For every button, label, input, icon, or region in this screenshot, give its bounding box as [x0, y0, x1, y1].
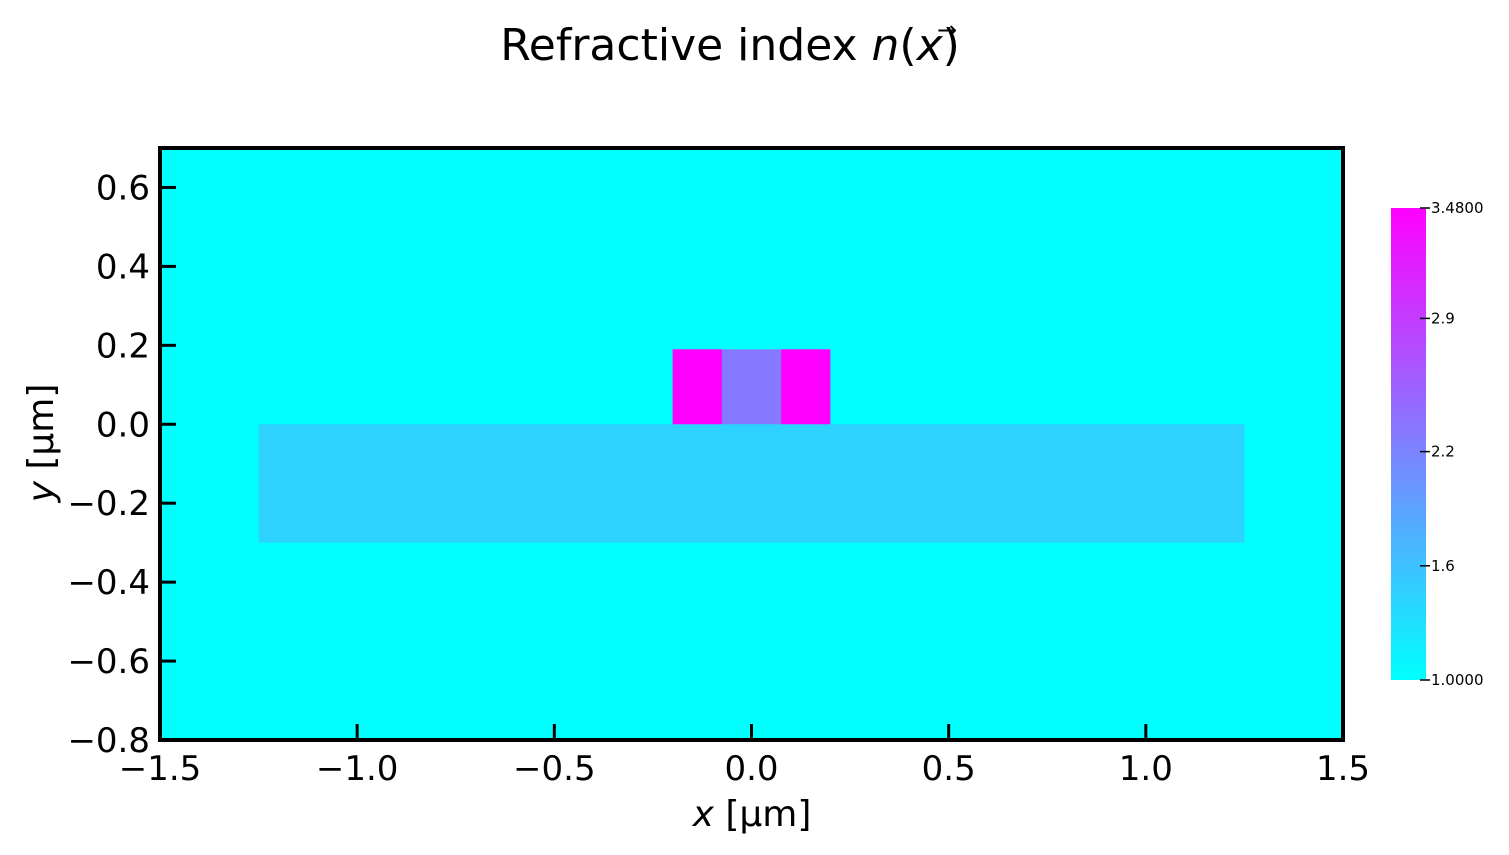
x-axis-label: x [μm]	[692, 794, 812, 835]
colorbar-ticks: 3.4800 2.9 2.2 1.6 1.0000	[1420, 199, 1484, 689]
y-tick-label: 0.4	[96, 247, 150, 287]
plot-frame	[158, 146, 1345, 742]
title-vector-arrow: →	[937, 16, 957, 44]
y-tick-label: −0.6	[67, 642, 150, 682]
material-regions	[258, 349, 1245, 543]
colorbar-gradient	[1391, 208, 1426, 680]
y-tick-label: 0.2	[96, 326, 150, 366]
colorbar-tick-label: 2.2	[1431, 443, 1455, 461]
y-tick-label: 0.6	[96, 168, 150, 208]
region-ridge-center	[721, 349, 782, 425]
colorbar: 3.4800 2.9 2.2 1.6 1.0000	[1391, 199, 1484, 689]
region-slab	[258, 424, 1245, 543]
y-tick-label: −0.2	[67, 484, 150, 524]
x-tick-label: −1.0	[316, 749, 399, 789]
x-tick-label: 0.5	[922, 749, 976, 789]
x-tick-label: 0.0	[724, 749, 778, 789]
plot-area	[158, 146, 1345, 742]
y-tick-label: 0.0	[96, 405, 150, 445]
x-tick-label: −0.5	[513, 749, 596, 789]
y-axis-label: y [μm]	[21, 384, 62, 504]
x-tick-label: 1.5	[1316, 749, 1370, 789]
region-ridge-left	[672, 349, 722, 425]
x-tick-labels: −1.5 −1.0 −0.5 0.0 0.5 1.0 1.5	[119, 749, 1370, 789]
x-tick-label: 1.0	[1119, 749, 1173, 789]
chart-title: Refractive index n(x)	[500, 20, 960, 71]
x-tick-label: −1.5	[119, 749, 202, 789]
y-tick-labels: −0.8 −0.6 −0.4 −0.2 0.0 0.2 0.4 0.6	[67, 168, 150, 761]
y-tick-label: −0.8	[67, 721, 150, 761]
region-ridge-right	[781, 349, 831, 425]
y-tick-label: −0.4	[67, 563, 150, 603]
colorbar-tick-label: 1.6	[1431, 557, 1455, 575]
colorbar-tick-label: 3.4800	[1431, 199, 1484, 217]
colorbar-tick-label: 2.9	[1431, 309, 1455, 327]
colorbar-tick-label: 1.0000	[1431, 671, 1484, 689]
